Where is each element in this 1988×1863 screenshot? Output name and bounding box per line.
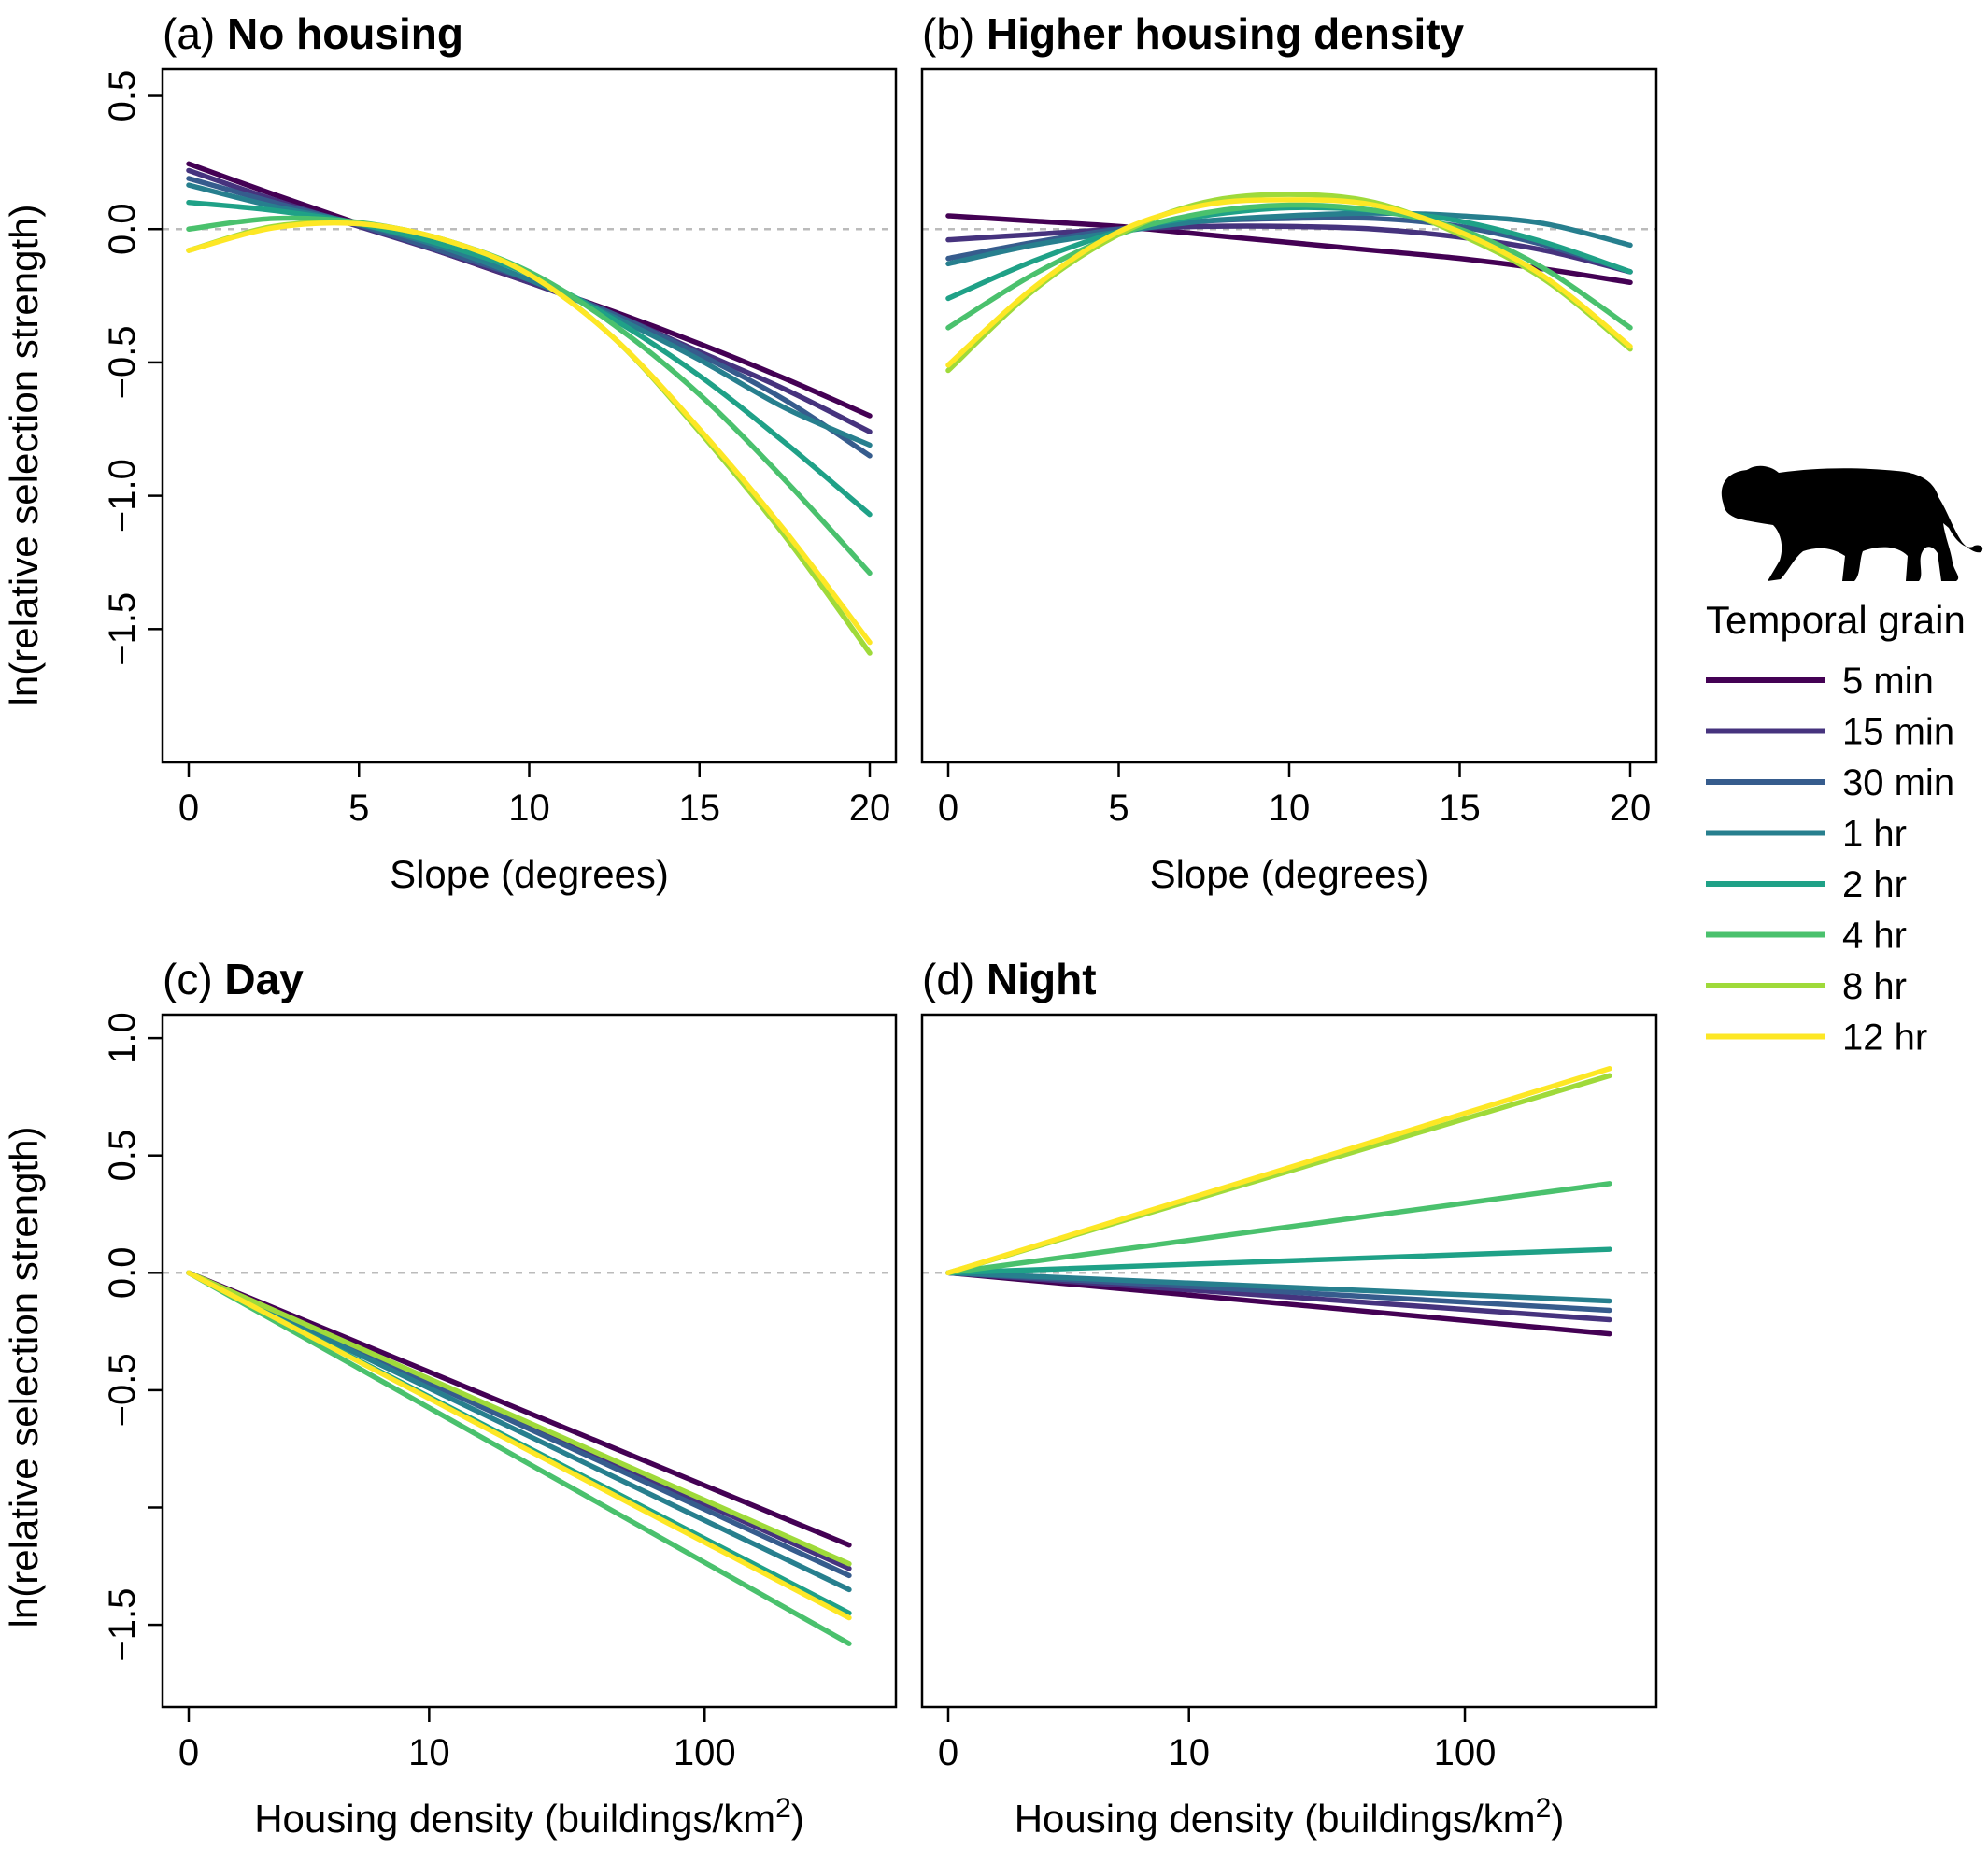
y-tick-label: 0.5 bbox=[102, 1130, 143, 1182]
panel-d: 0 10 100 Housing density (buildings/km2) (d)… bbox=[920, 955, 1658, 1841]
x-tick-label: 100 bbox=[1434, 1732, 1497, 1773]
panel-title: (c) Day bbox=[163, 955, 304, 1003]
x-tick-label: 20 bbox=[849, 788, 891, 829]
legend-label: 12 hr bbox=[1842, 1017, 1927, 1059]
y-tick-label: −1.5 bbox=[102, 592, 143, 666]
y-tick-label: 0.0 bbox=[102, 203, 143, 255]
panel-b: 0 5 10 15 20 Slope (degrees) (b) Higher housin… bbox=[920, 9, 1658, 896]
series-line-2-hr bbox=[945, 205, 1633, 302]
series-line-1-hr bbox=[945, 1270, 1612, 1304]
panel-c: 0 10 100 1.0 0.5 0.0 −0.5 −1.5 Housing density (… bbox=[102, 955, 898, 1841]
series-line-30-min bbox=[945, 215, 1633, 275]
x-tick-label: 100 bbox=[674, 1732, 736, 1773]
series-line-12-hr bbox=[945, 197, 1633, 368]
series-line-12-hr bbox=[945, 1066, 1612, 1276]
series-line-4-hr bbox=[945, 202, 1633, 331]
x-axis-title: Housing density (buildings/km2) bbox=[1015, 1793, 1565, 1841]
legend-label: 4 hr bbox=[1842, 916, 1907, 957]
series-line-12-hr bbox=[186, 220, 873, 646]
legend-items: 5 min 15 min 30 min 1 hr 2 hr 4 hr 8 hr 12 hr bbox=[1706, 661, 1954, 1059]
legend-label: 15 min bbox=[1842, 712, 1954, 753]
x-tick-label: 10 bbox=[1269, 788, 1311, 829]
x-tick-label: 0 bbox=[178, 788, 199, 829]
x-axis-title: Slope (degrees) bbox=[1150, 852, 1429, 896]
y-tick-label: −0.5 bbox=[102, 1353, 143, 1427]
panel-title: (d) Night bbox=[922, 955, 1097, 1003]
legend-label: 8 hr bbox=[1842, 966, 1907, 1007]
legend-label: 1 hr bbox=[1842, 814, 1907, 855]
x-tick-label: 10 bbox=[408, 1732, 450, 1773]
legend: Temporal grain 5 min 15 min 30 min 1 hr 2 hr… bbox=[1706, 465, 1983, 1059]
legend-label: 30 min bbox=[1842, 762, 1954, 804]
legend-label: 2 hr bbox=[1842, 864, 1907, 905]
x-tick-label: 15 bbox=[679, 788, 721, 829]
plot-frame bbox=[920, 1013, 1658, 1709]
x-tick-label: 0 bbox=[938, 788, 958, 829]
series-line-4-hr bbox=[186, 1270, 852, 1646]
x-axis-title: Housing density (buildings/km2) bbox=[254, 1793, 804, 1841]
series-line-15-min bbox=[945, 223, 1633, 275]
legend-label: 5 min bbox=[1842, 661, 1934, 702]
y-tick-label: 0.5 bbox=[102, 70, 143, 122]
y-axis-title-top: ln(relative selection strength) bbox=[2, 205, 46, 706]
x-tick-label: 10 bbox=[1168, 1732, 1210, 1773]
x-tick-label: 0 bbox=[178, 1732, 199, 1773]
x-tick-label: 0 bbox=[938, 1732, 958, 1773]
series-line-4-hr bbox=[945, 1181, 1612, 1276]
x-tick-label: 20 bbox=[1610, 788, 1652, 829]
y-tick-label: 1.0 bbox=[102, 1012, 143, 1064]
series-line-8-hr bbox=[186, 1270, 852, 1567]
panel-title: (a) No housing bbox=[163, 9, 463, 58]
series-line-1-hr bbox=[186, 1270, 852, 1593]
legend-title: Temporal grain bbox=[1706, 598, 1966, 642]
y-tick-label: −0.5 bbox=[102, 325, 143, 399]
x-tick-label: 5 bbox=[348, 788, 369, 829]
y-tick-label: −1.5 bbox=[102, 1588, 143, 1662]
series-line-1-hr bbox=[945, 210, 1633, 267]
series-line-2-hr bbox=[945, 1246, 1612, 1276]
plot-frame bbox=[161, 1013, 898, 1709]
y-tick-label: 0.0 bbox=[102, 1247, 143, 1300]
y-axis-title-bottom: ln(relative selection strength) bbox=[2, 1127, 46, 1628]
panel-a: 0 5 10 15 20 0.5 0.0 −0.5 −1.0 −1.5 Slope (degrees… bbox=[102, 9, 898, 896]
x-tick-label: 15 bbox=[1439, 788, 1481, 829]
x-tick-label: 10 bbox=[508, 788, 550, 829]
x-tick-label: 5 bbox=[1108, 788, 1129, 829]
y-tick-label: −1.0 bbox=[102, 459, 143, 533]
puma-silhouette-icon bbox=[1721, 465, 1983, 581]
panel-title: (b) Higher housing density bbox=[922, 9, 1465, 58]
series-line-5-min bbox=[186, 1270, 852, 1548]
series-line-4-hr bbox=[186, 215, 873, 576]
series-line-12-hr bbox=[186, 1270, 852, 1621]
x-axis-title: Slope (degrees) bbox=[390, 852, 669, 896]
